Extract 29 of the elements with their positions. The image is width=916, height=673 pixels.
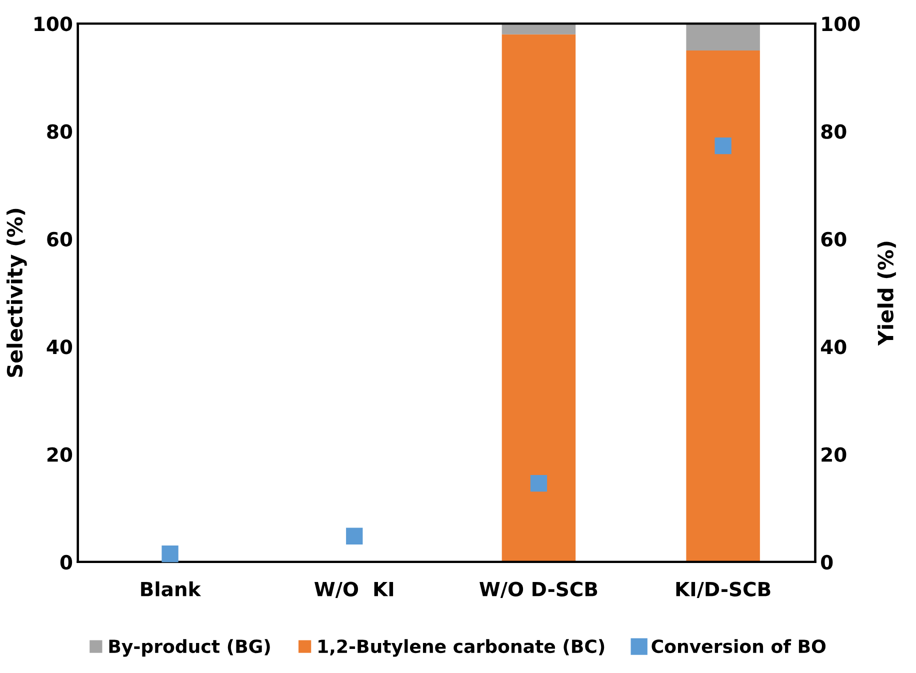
y2-tick-label: 40 <box>820 340 846 354</box>
point <box>346 528 363 544</box>
point <box>162 546 178 562</box>
bar <box>502 24 576 34</box>
y2-tick-label: 80 <box>821 124 846 139</box>
y-tick-label: 20 <box>47 447 72 462</box>
x-tick-label: Blank <box>141 581 202 596</box>
legend-label: Conversion of BO <box>652 639 826 654</box>
x-tick-label: W/O D-SCB <box>480 582 598 598</box>
bar <box>502 34 576 562</box>
y-tick-label: 100 <box>34 16 72 32</box>
y-axis-title: Selectivity (%) <box>6 208 27 377</box>
y-tick-label: 80 <box>47 124 72 139</box>
y2-tick-label: 0 <box>821 554 833 570</box>
x-tick-label: W/O KI <box>314 582 394 598</box>
bar <box>686 24 760 50</box>
y-tick-label: 60 <box>47 232 72 247</box>
y-tick-label: 40 <box>46 340 72 354</box>
y2-tick-label: 60 <box>821 232 846 247</box>
point <box>714 137 732 154</box>
legend-label: 1,2-Butylene carbonate (BC) <box>318 639 604 657</box>
y-tick-label: 0 <box>60 554 72 570</box>
y2-tick-label: 20 <box>822 447 846 462</box>
x-tick-label: KI/D-SCB <box>676 582 770 598</box>
y2-axis-title: Yield (%) <box>877 242 896 346</box>
y2-tick-label: 100 <box>822 16 860 32</box>
legend-label: By-product (BG) <box>109 639 270 657</box>
point <box>530 475 548 492</box>
bar <box>686 50 760 562</box>
